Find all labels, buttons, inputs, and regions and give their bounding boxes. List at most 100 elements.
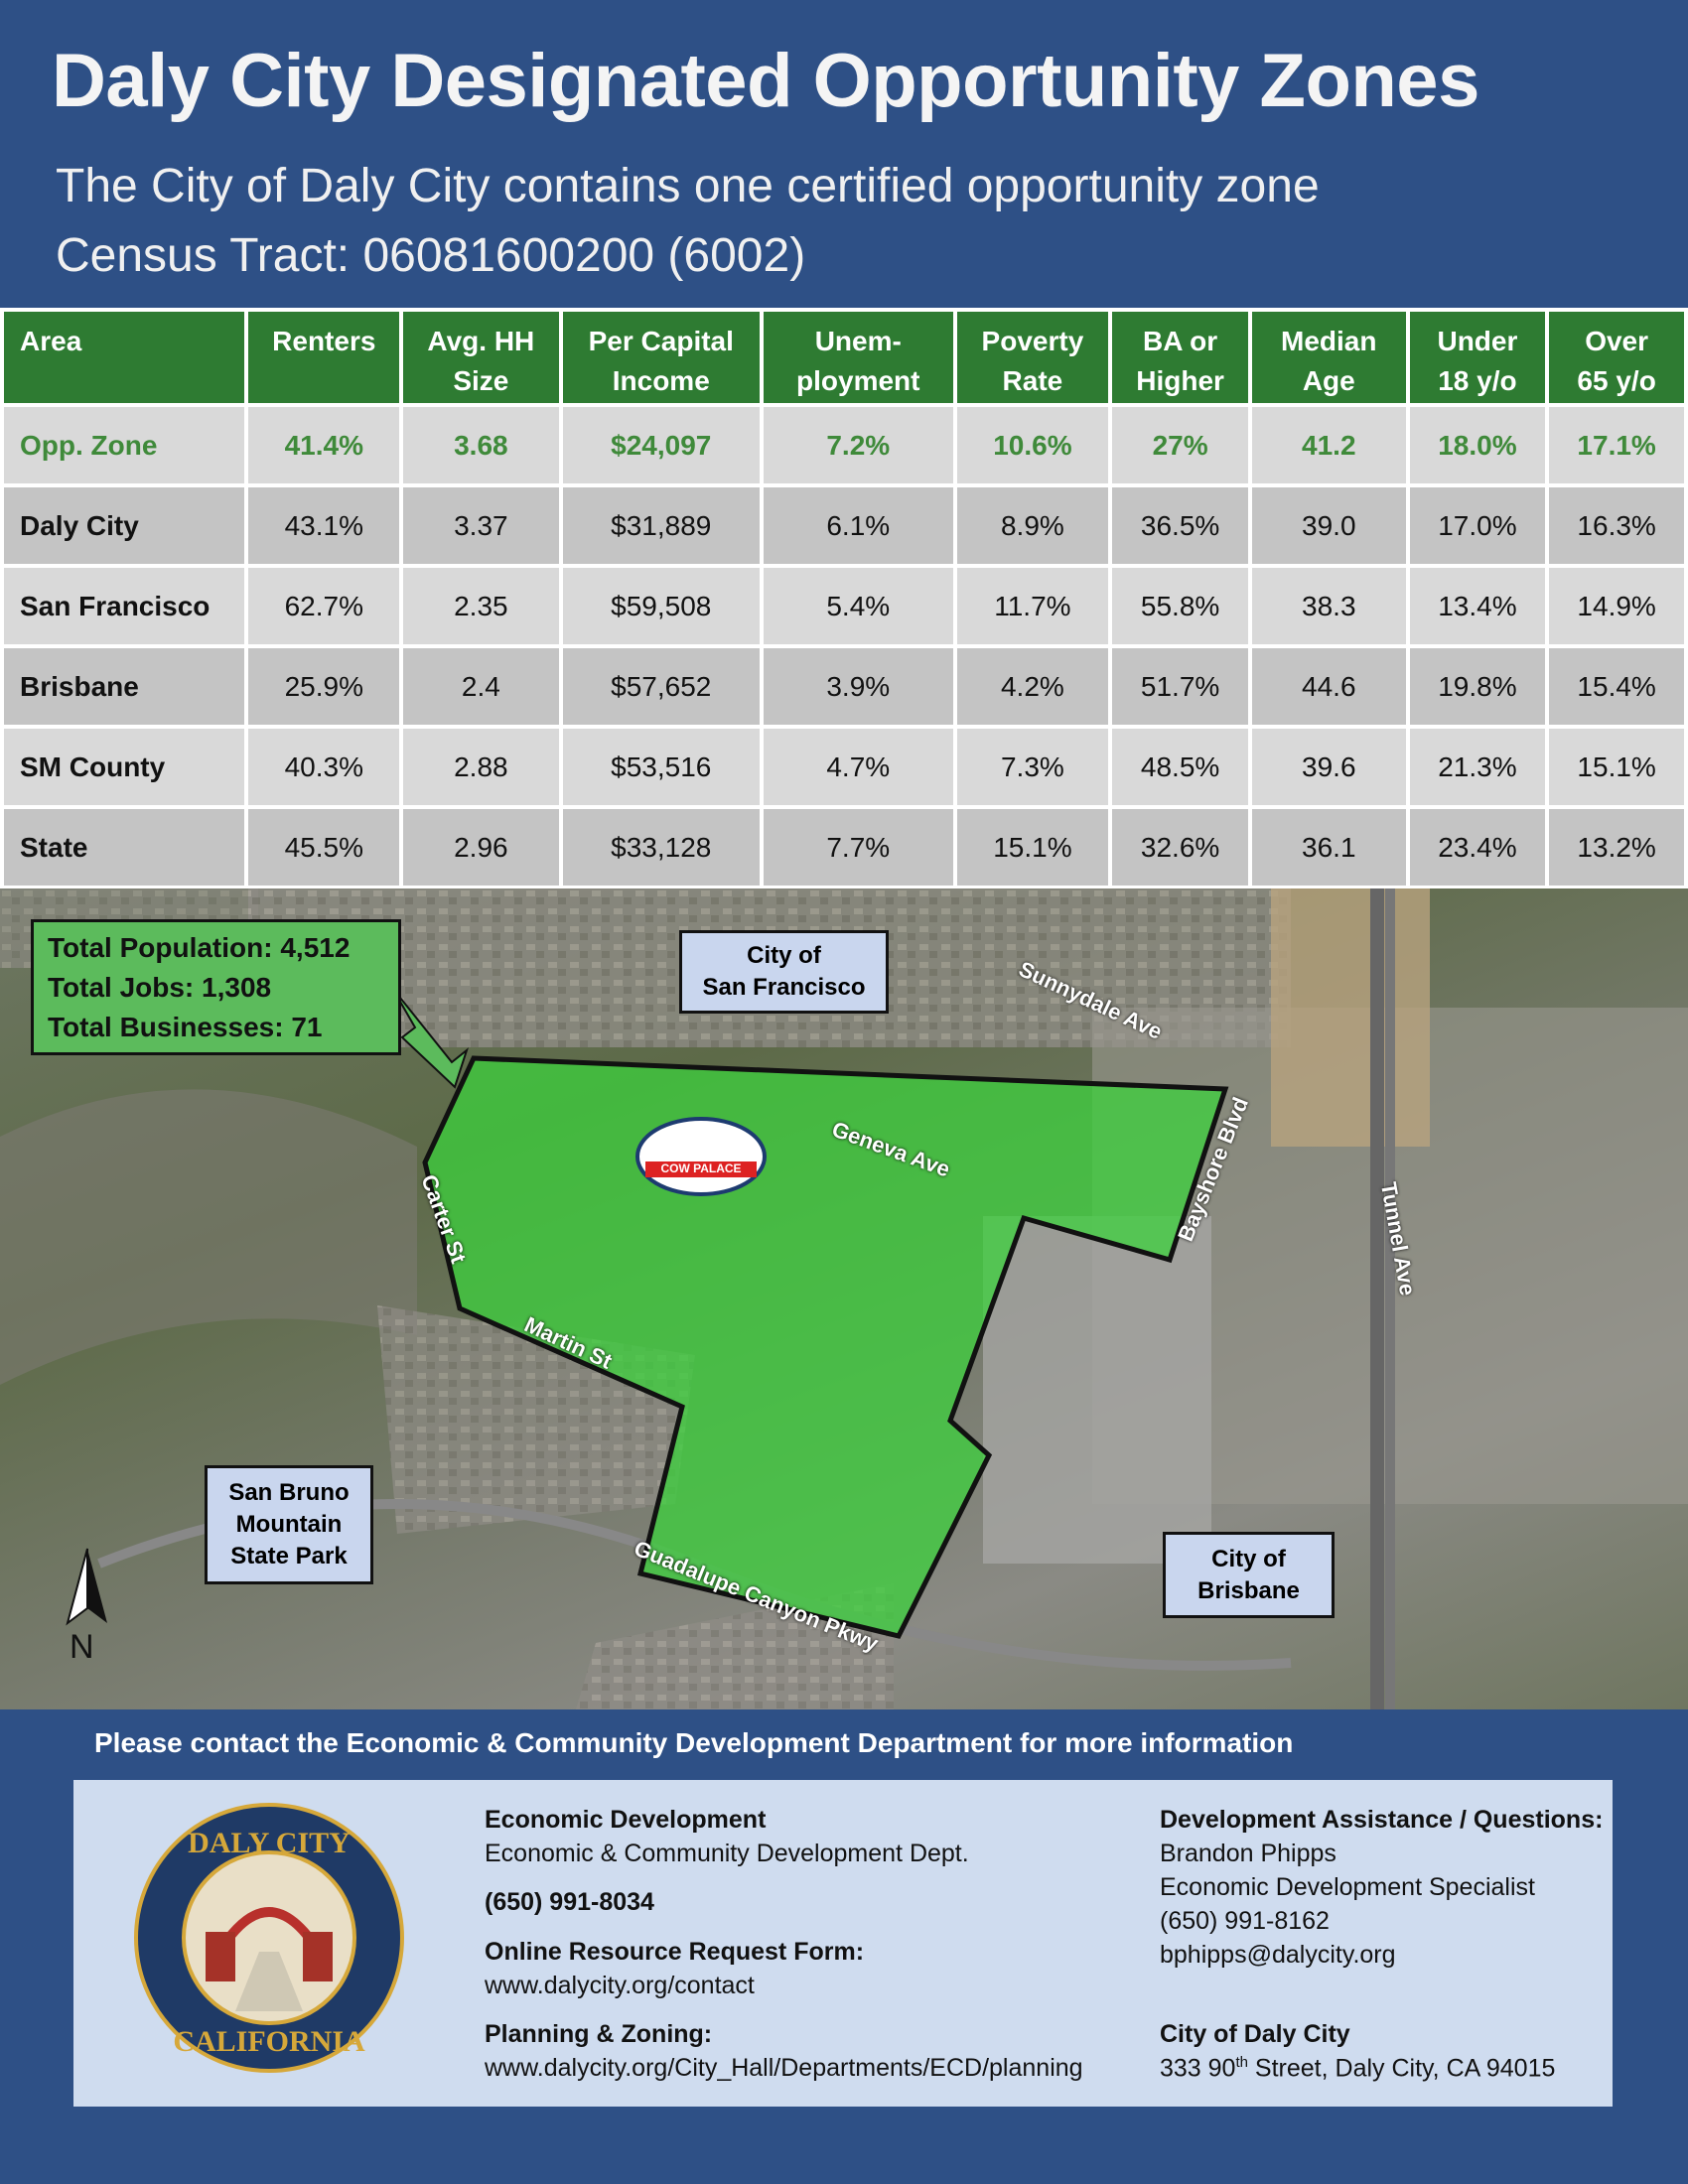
table-cell: 39.0 (1247, 483, 1410, 568)
econ-dev-heading: Economic Development (485, 1806, 767, 1834)
resource-form-heading: Online Resource Request Form: (485, 1938, 865, 1966)
table-cell: 41.4% (244, 403, 404, 487)
table-cell: 17.0% (1405, 483, 1550, 568)
column-header: Unem-ployment (759, 308, 957, 407)
column-header: Area (0, 308, 249, 407)
table-cell: $57,652 (558, 644, 764, 729)
table-cell: 13.4% (1405, 564, 1550, 648)
north-label: N (70, 1628, 94, 1666)
table-cell: 45.5% (244, 805, 404, 889)
contact-box: DALY CITY CALIFORNIA Economic Developmen… (73, 1780, 1613, 2107)
cow-palace-logo-text: COW PALACE (660, 1161, 742, 1175)
label-san-bruno-mountain: San Bruno Mountain State Park (205, 1465, 373, 1584)
table-cell: 23.4% (1405, 805, 1550, 889)
table-cell: 43.1% (244, 483, 404, 568)
table-row: Brisbane 25.9% 2.4 $57,652 3.9% 4.2% 51.7% 44.6… (0, 644, 1688, 729)
table-cell: 38.3 (1247, 564, 1410, 648)
label-city-of-brisbane: City of Brisbane (1163, 1532, 1335, 1618)
table-cell: 15.1% (1545, 725, 1688, 809)
table-cell: 2.96 (399, 805, 563, 889)
table-cell: 40.3% (244, 725, 404, 809)
resource-form-link[interactable]: www.dalycity.org/contact (485, 1972, 755, 1999)
planning-heading: Planning & Zoning: (485, 2020, 713, 2048)
planning-link[interactable]: www.dalycity.org/City_Hall/Departments/E… (485, 2054, 1083, 2082)
address-number: 333 90 (1160, 2054, 1236, 2083)
table-row: State 45.5% 2.96 $33,128 7.7% 15.1% 32.6% 36.1 2… (0, 805, 1688, 889)
table-cell: Daly City (0, 483, 249, 568)
table-cell: 55.8% (1108, 564, 1252, 648)
table-cell: 11.7% (952, 564, 1113, 648)
table-cell: 7.3% (952, 725, 1113, 809)
table-cell: 13.2% (1545, 805, 1688, 889)
table-cell: 27% (1108, 403, 1252, 487)
label-line: Brisbane (1197, 1576, 1300, 1604)
label-line: San Bruno (228, 1479, 350, 1506)
table-cell: 25.9% (244, 644, 404, 729)
table-row: Opp. Zone 41.4% 3.68 $24,097 7.2% 10.6% 27% 41.… (0, 403, 1688, 487)
city-address: 333 90th Street, Daly City, CA 94015 (1160, 2054, 1555, 2083)
table-row: Daly City 43.1% 3.37 $31,889 6.1% 8.9% 36.5% 39… (0, 483, 1688, 568)
column-header: Avg. HH Size (399, 308, 563, 407)
table-cell: $59,508 (558, 564, 764, 648)
table-cell: SM County (0, 725, 249, 809)
address-rest: Street, Daly City, CA 94015 (1247, 2054, 1556, 2083)
total-population: Total Population: 4,512 (48, 932, 351, 963)
contact-prompt: Please contact the Economic & Community … (94, 1727, 1294, 1758)
table-cell: $31,889 (558, 483, 764, 568)
table-cell: 14.9% (1545, 564, 1688, 648)
total-jobs: Total Jobs: 1,308 (48, 972, 272, 1003)
table-cell: 62.7% (244, 564, 404, 648)
table-cell: 2.88 (399, 725, 563, 809)
econ-dev-dept: Economic & Community Development Dept. (485, 1840, 969, 1867)
north-arrow-icon (66, 1548, 107, 1626)
table-cell: 10.6% (952, 403, 1113, 487)
table-cell: 32.6% (1108, 805, 1252, 889)
column-header: Over 65 y/o (1545, 308, 1688, 407)
table-cell: 41.2 (1247, 403, 1410, 487)
contact-email[interactable]: bphipps@dalycity.org (1160, 1941, 1396, 1969)
contact-title: Economic Development Specialist (1160, 1873, 1535, 1901)
label-line: State Park (230, 1543, 348, 1570)
table-cell: 39.6 (1247, 725, 1410, 809)
column-header: Under 18 y/o (1405, 308, 1550, 407)
econ-dev-phone: (650) 991-8034 (485, 1888, 654, 1916)
total-businesses: Total Businesses: 71 (48, 1012, 323, 1042)
dev-assistance-heading: Development Assistance / Questions: (1160, 1806, 1604, 1834)
contact-phone: (650) 991-8162 (1160, 1907, 1330, 1935)
table-cell: 19.8% (1405, 644, 1550, 729)
column-header: Poverty Rate (952, 308, 1113, 407)
table-cell: 7.7% (759, 805, 957, 889)
table-cell: 17.1% (1545, 403, 1688, 487)
label-line: Mountain (235, 1511, 343, 1538)
table-cell: State (0, 805, 249, 889)
table-cell: 48.5% (1108, 725, 1252, 809)
column-header: Median Age (1247, 308, 1410, 407)
label-line: City of (747, 942, 821, 969)
opportunity-zone-boundary (422, 1055, 1229, 1639)
label-line: City of (1211, 1545, 1286, 1572)
table-cell: 7.2% (759, 403, 957, 487)
page-title: Daly City Designated Opportunity Zones (52, 39, 1479, 123)
table-cell: $33,128 (558, 805, 764, 889)
cow-palace-logo (635, 1117, 767, 1196)
table-cell: $53,516 (558, 725, 764, 809)
table-cell: 3.9% (759, 644, 957, 729)
address-sup: th (1235, 2054, 1248, 2071)
label-city-of-san-francisco: City of San Francisco (679, 930, 889, 1014)
table-cell: 51.7% (1108, 644, 1252, 729)
label-line: San Francisco (702, 974, 866, 1001)
table-cell: 5.4% (759, 564, 957, 648)
table-cell: Opp. Zone (0, 403, 249, 487)
demographics-table: Area Renters Avg. HH Size Per Capital Income U… (0, 308, 1688, 889)
table-cell: 2.4 (399, 644, 563, 729)
contact-name: Brandon Phipps (1160, 1840, 1336, 1867)
table-cell: 15.4% (1545, 644, 1688, 729)
subtitle: The City of Daly City contains one certi… (56, 160, 1320, 212)
table-cell: 4.2% (952, 644, 1113, 729)
city-heading: City of Daly City (1160, 2020, 1350, 2048)
table-cell: 18.0% (1405, 403, 1550, 487)
table-cell: 36.5% (1108, 483, 1252, 568)
table-row: San Francisco 62.7% 2.35 $59,508 5.4% 11.7% 55… (0, 564, 1688, 648)
table-cell: 21.3% (1405, 725, 1550, 809)
table-cell: 8.9% (952, 483, 1113, 568)
